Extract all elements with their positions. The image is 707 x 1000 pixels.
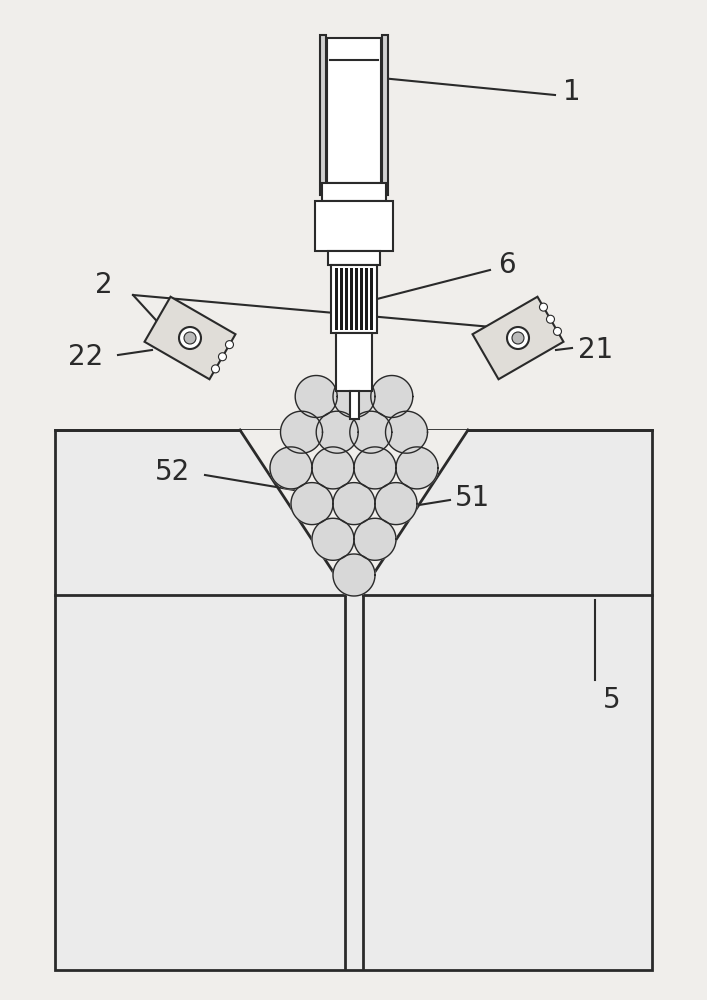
Bar [365,268,368,330]
Text: 6: 6 [498,251,515,279]
Polygon shape [333,376,375,417]
Polygon shape [370,376,413,417]
Polygon shape [350,411,392,453]
Bar [340,268,343,330]
Text: 1: 1 [563,78,580,106]
Bar [328,251,380,265]
Polygon shape [472,297,563,379]
Bar [350,268,353,330]
Bar [349,391,358,419]
Bar [315,201,393,251]
Polygon shape [144,297,235,379]
Text: 2: 2 [95,271,112,299]
Polygon shape [354,518,396,560]
Polygon shape [354,447,396,489]
Text: 21: 21 [578,336,613,364]
Bar [382,35,388,195]
Bar [345,268,348,330]
Circle shape [226,341,233,349]
Polygon shape [316,411,358,453]
Bar [322,183,386,201]
Bar [55,430,652,970]
Circle shape [184,332,196,344]
Bar [327,38,381,183]
Circle shape [512,332,524,344]
Polygon shape [270,447,312,489]
Polygon shape [375,483,417,525]
Polygon shape [333,554,375,596]
Text: 5: 5 [603,686,621,714]
Bar [370,268,373,330]
Circle shape [218,353,226,361]
Text: 51: 51 [455,484,490,512]
Polygon shape [240,430,468,590]
Polygon shape [396,447,438,489]
Bar [320,35,326,195]
Polygon shape [333,483,375,525]
Text: 22: 22 [68,343,103,371]
Polygon shape [385,411,428,453]
Bar [336,333,372,391]
Circle shape [507,327,529,349]
Bar [360,268,363,330]
Polygon shape [281,411,322,453]
Polygon shape [296,376,337,417]
Polygon shape [312,518,354,560]
Circle shape [554,327,561,335]
Circle shape [539,303,547,311]
Text: 52: 52 [155,458,190,486]
Bar [331,265,377,333]
Circle shape [547,315,554,323]
Polygon shape [291,483,333,525]
Bar [335,268,338,330]
Polygon shape [312,447,354,489]
Circle shape [211,365,219,373]
Circle shape [179,327,201,349]
Bar [355,268,358,330]
